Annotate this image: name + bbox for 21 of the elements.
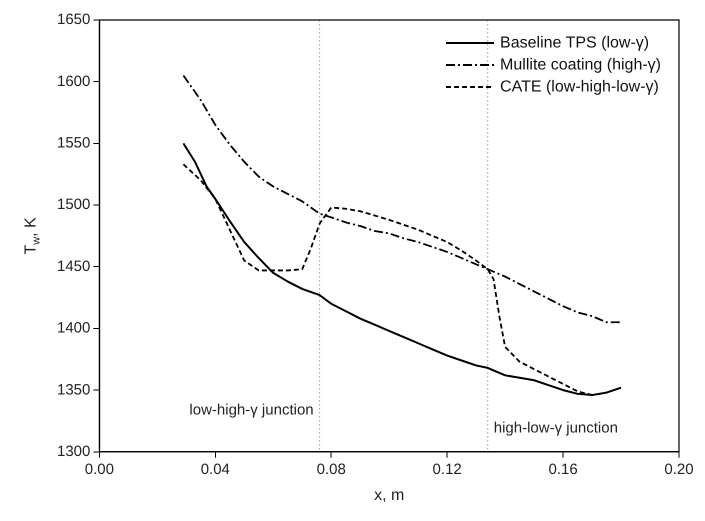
x-tick-label: 0.00 (84, 460, 114, 478)
x-tick-label: 0.16 (548, 460, 578, 478)
y-tick-label: 1400 (56, 320, 90, 337)
y-tick-label: 1650 (56, 11, 90, 28)
ref-line-label: high-low-γ junction (494, 419, 618, 436)
x-tick-label: 0.08 (316, 460, 346, 478)
ref-line-label: low-high-γ junction (189, 401, 314, 418)
x-tick-label: 0.12 (432, 460, 462, 478)
legend-label: Mullite coating (high-γ) (500, 56, 661, 74)
y-tick-label: 1600 (56, 72, 90, 90)
legend-label: Baseline TPS (low-γ) (500, 34, 650, 52)
y-tick-label: 1550 (56, 134, 90, 152)
y-tick-label: 1300 (56, 442, 90, 460)
legend-label: CATE (low-high-low-γ) (500, 78, 659, 96)
y-tick-label: 1500 (56, 196, 90, 214)
y-tick-label: 1350 (56, 381, 90, 398)
y-tick-label: 1450 (56, 258, 90, 275)
x-tick-label: 0.20 (664, 460, 694, 478)
y-axis-title: Tw, K (22, 216, 42, 255)
x-axis-title: x, m (374, 486, 404, 504)
x-tick-label: 0.04 (200, 460, 230, 478)
